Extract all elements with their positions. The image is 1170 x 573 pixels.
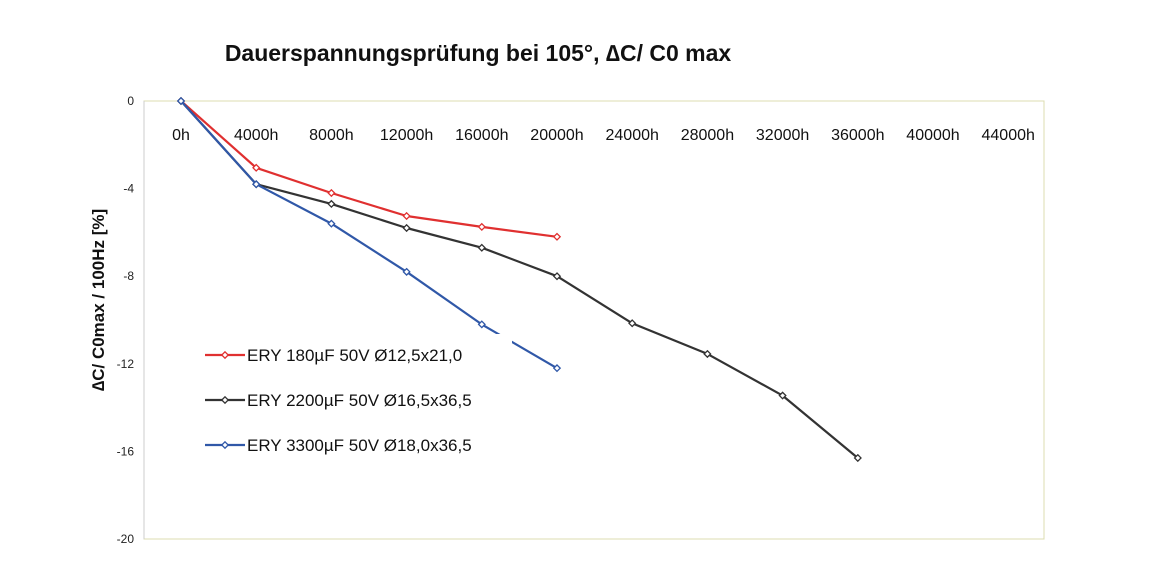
chart-title: Dauerspannungsprüfung bei 105°, ∆C/ C0 m… [225,40,732,66]
x-tick-label: 0h [172,127,190,144]
x-tick-label: 12000h [380,127,433,144]
y-tick-label: -12 [117,357,135,371]
legend: ERY 180µF 50V Ø12,5x21,0 ERY 2200µF 50V Ø… [205,346,472,455]
data-point [327,219,336,228]
legend-marker-1 [220,395,230,405]
x-tick-label: 16000h [455,127,508,144]
legend-marker-0 [220,350,230,360]
data-point [552,364,562,373]
series-lines [176,96,862,463]
legend-marker-2 [220,440,230,450]
y-tick-label: -8 [123,269,134,283]
x-tick-label: 20000h [530,127,583,144]
series-line-0 [180,100,558,238]
data-point [176,96,186,106]
data-point [628,319,637,328]
data-point [327,188,336,198]
legend-label-1: ERY 2200µF 50V Ø16,5x36,5 [247,391,472,410]
legend-label-2: ERY 3300µF 50V Ø18,0x36,5 [247,436,472,455]
legend-label-0: ERY 180µF 50V Ø12,5x21,0 [247,346,462,365]
plot-area [143,100,1045,540]
x-tick-label: 44000h [982,127,1035,144]
data-point [552,232,562,241]
y-tick-label: -4 [123,182,134,196]
data-point [252,163,261,172]
series-line-1 [180,100,859,459]
data-point [402,267,411,276]
x-tick-label: 32000h [756,127,809,144]
y-tick-label: -16 [117,444,135,458]
x-tick-label: 36000h [831,127,884,144]
data-point [477,222,486,232]
data-point [778,391,787,400]
data-point [252,180,261,189]
data-point [477,243,486,252]
data-point [703,349,712,359]
data-point [853,453,862,463]
series-line-2 [180,100,558,370]
x-tick-label: 28000h [681,127,734,144]
x-tick-label: 40000h [906,127,959,144]
x-tick-label: 24000h [606,127,659,144]
data-point [402,211,411,221]
data-point [552,272,562,281]
x-tick-labels: 0h 4000h 8000h 12000h 16000h 20000h 24000h 2800… [172,127,1035,144]
x-tick-label: 8000h [309,127,354,144]
y-axis-label: ∆C/ C0max / 100Hz [%] [89,209,108,391]
x-tick-label: 4000h [234,127,279,144]
y-tick-labels: 0 -4 -8 -12 -16 -20 [117,94,135,546]
data-point [402,223,411,233]
data-point [327,199,336,209]
y-tick-label: -20 [117,532,135,546]
data-point [477,320,486,329]
y-tick-label: 0 [127,94,134,108]
